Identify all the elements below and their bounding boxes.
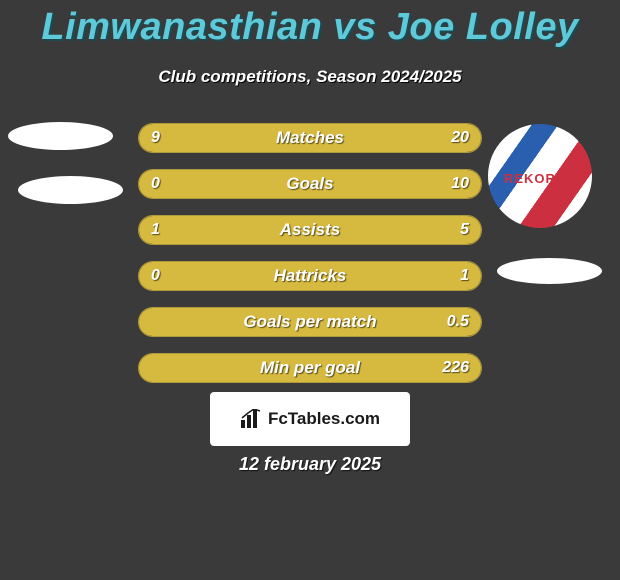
stat-label: Min per goal bbox=[139, 354, 481, 382]
stat-label: Assists bbox=[139, 216, 481, 244]
stat-row: 1Assists5 bbox=[138, 215, 482, 245]
player-left-shadow bbox=[18, 176, 123, 204]
stats-bars: 9Matches200Goals101Assists50Hattricks1Go… bbox=[138, 123, 482, 399]
comparison-date: 12 february 2025 bbox=[0, 454, 620, 475]
stat-value-right: 5 bbox=[460, 216, 469, 244]
stat-row: 0Hattricks1 bbox=[138, 261, 482, 291]
player-left-avatar bbox=[8, 122, 113, 150]
stat-value-right: 10 bbox=[451, 170, 469, 198]
stat-label: Hattricks bbox=[139, 262, 481, 290]
stat-value-right: 20 bbox=[451, 124, 469, 152]
stat-label: Matches bbox=[139, 124, 481, 152]
stat-label: Goals bbox=[139, 170, 481, 198]
stat-row: 0Goals10 bbox=[138, 169, 482, 199]
player-right-avatar-label: REKORDE bbox=[504, 171, 576, 186]
player-right-avatar: REKORDE bbox=[488, 124, 592, 228]
stat-value-right: 0.5 bbox=[447, 308, 469, 336]
player-right-shadow bbox=[497, 258, 602, 284]
stat-row: Goals per match0.5 bbox=[138, 307, 482, 337]
branding-text: FcTables.com bbox=[268, 409, 380, 429]
stat-value-right: 1 bbox=[460, 262, 469, 290]
comparison-title: Limwanasthian vs Joe Lolley bbox=[0, 0, 620, 49]
branding-badge: FcTables.com bbox=[210, 392, 410, 446]
stat-row: Min per goal226 bbox=[138, 353, 482, 383]
stat-label: Goals per match bbox=[139, 308, 481, 336]
stat-value-right: 226 bbox=[442, 354, 469, 382]
chart-icon bbox=[240, 409, 262, 429]
stat-row: 9Matches20 bbox=[138, 123, 482, 153]
comparison-subtitle: Club competitions, Season 2024/2025 bbox=[0, 67, 620, 87]
